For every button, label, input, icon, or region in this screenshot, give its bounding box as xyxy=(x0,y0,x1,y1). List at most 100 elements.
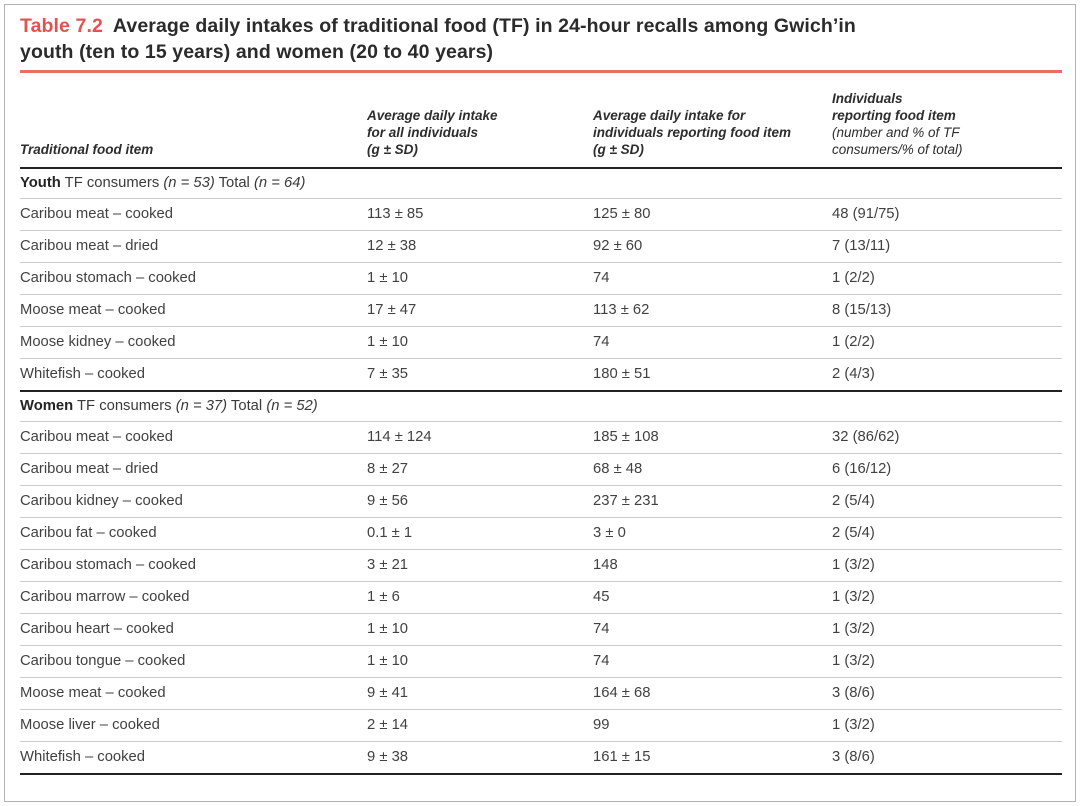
intake-reporting-cell: 148 xyxy=(593,549,832,582)
col-header-individuals-reporting: Individuals reporting food item (number … xyxy=(832,91,963,157)
section-label-n1: (n = 53) xyxy=(163,175,215,191)
col-header-avg-intake-all: Average daily intake for all individuals… xyxy=(367,108,498,157)
table-number-label: Table 7.2 xyxy=(20,15,103,37)
individuals-reporting-cell: 1 (3/2) xyxy=(832,645,1062,678)
intake-data-table: Traditional food item Average daily inta… xyxy=(20,90,1062,775)
table-row: Whitefish – cooked 9 ± 38 161 ± 15 3 (8/6) xyxy=(20,741,1062,775)
intake-reporting-cell: 74 xyxy=(593,326,832,359)
intake-all-individuals-cell: 113 ± 85 xyxy=(367,198,593,231)
food-item-cell: Moose liver – cooked xyxy=(20,709,367,742)
section-label-label_bold: Youth xyxy=(20,175,61,191)
table-title-line2: youth (ten to 15 years) and women (20 to… xyxy=(20,41,494,63)
col-header-avg-intake-reporting: Average daily intake for individuals rep… xyxy=(593,108,792,157)
intake-reporting-cell: 99 xyxy=(593,709,832,742)
food-item-cell: Caribou tongue – cooked xyxy=(20,645,367,678)
section-label-label_bold: Women xyxy=(20,398,74,414)
intake-reporting-cell: 125 ± 80 xyxy=(593,198,832,231)
food-item-cell: Caribou kidney – cooked xyxy=(20,485,367,518)
food-item-cell: Caribou stomach – cooked xyxy=(20,262,367,295)
intake-all-individuals-cell: 0.1 ± 1 xyxy=(367,517,593,550)
page-frame-border xyxy=(4,4,1076,802)
section-label-n1: (n = 37) xyxy=(175,398,228,414)
section-label-n2: (n = 64) xyxy=(253,175,306,191)
intake-all-individuals-cell: 114 ± 124 xyxy=(367,421,593,454)
table-row: Caribou marrow – cooked 1 ± 6 45 1 (3/2) xyxy=(20,581,1062,614)
table-title-line1: Average daily intakes of traditional foo… xyxy=(112,15,856,37)
individuals-reporting-cell: 1 (3/2) xyxy=(832,709,1062,742)
table-header: Traditional food item Average daily inta… xyxy=(20,90,1062,168)
food-item-cell: Caribou meat – cooked xyxy=(20,421,367,454)
individuals-reporting-cell: 3 (8/6) xyxy=(832,677,1062,710)
table-row: Moose meat – cooked 9 ± 41 164 ± 68 3 (8/6) xyxy=(20,677,1062,710)
individuals-reporting-cell: 1 (3/2) xyxy=(832,549,1062,582)
intake-reporting-cell: 185 ± 108 xyxy=(593,421,832,454)
individuals-reporting-cell: 3 (8/6) xyxy=(832,741,1062,775)
intake-reporting-cell: 92 ± 60 xyxy=(593,230,832,263)
food-item-cell: Caribou meat – dried xyxy=(20,453,367,486)
table-body: Youth TF consumers (n = 53) Total (n = 6… xyxy=(20,167,1062,775)
table-row: Caribou kidney – cooked 9 ± 56 237 ± 231 2 … xyxy=(20,485,1062,518)
food-item-cell: Whitefish – cooked xyxy=(20,741,367,775)
table-row: Caribou meat – cooked 114 ± 124 185 ± 108 3… xyxy=(20,421,1062,454)
intake-all-individuals-cell: 12 ± 38 xyxy=(367,230,593,263)
food-item-cell: Caribou stomach – cooked xyxy=(20,549,367,582)
section-label-label_mid: Total xyxy=(227,398,267,414)
intake-reporting-cell: 3 ± 0 xyxy=(593,517,832,550)
intake-all-individuals-cell: 9 ± 56 xyxy=(367,485,593,518)
intake-all-individuals-cell: 17 ± 47 xyxy=(367,294,593,327)
table-row: Caribou meat – cooked 113 ± 85 125 ± 80 48 … xyxy=(20,198,1062,231)
intake-all-individuals-cell: 1 ± 10 xyxy=(367,262,593,295)
intake-reporting-cell: 113 ± 62 xyxy=(593,294,832,327)
table-row: Caribou heart – cooked 1 ± 10 74 1 (3/2) xyxy=(20,613,1062,646)
section-header-cell: Youth TF consumers (n = 53) Total (n = 6… xyxy=(20,167,1062,199)
page-content: Table 7.2 Average daily intakes of tradit… xyxy=(20,13,1062,775)
intake-all-individuals-cell: 1 ± 6 xyxy=(367,581,593,614)
table-row: Whitefish – cooked 7 ± 35 180 ± 51 2 (4/3) xyxy=(20,358,1062,391)
col-header-traditional-food-item: Traditional food item xyxy=(20,142,154,157)
table-row: Caribou meat – dried 8 ± 27 68 ± 48 6 (16/1… xyxy=(20,453,1062,486)
title-divider-rule xyxy=(20,70,1062,73)
intake-reporting-cell: 237 ± 231 xyxy=(593,485,832,518)
table-row: Moose liver – cooked 2 ± 14 99 1 (3/2) xyxy=(20,709,1062,742)
intake-reporting-cell: 74 xyxy=(593,262,832,295)
intake-all-individuals-cell: 1 ± 10 xyxy=(367,326,593,359)
food-item-cell: Caribou heart – cooked xyxy=(20,613,367,646)
section-header-cell: Women TF consumers (n = 37) Total (n = 5… xyxy=(20,390,1062,422)
individuals-reporting-cell: 2 (5/4) xyxy=(832,485,1062,518)
food-item-cell: Moose kidney – cooked xyxy=(20,326,367,359)
intake-reporting-cell: 180 ± 51 xyxy=(593,358,832,391)
food-item-cell: Moose meat – cooked xyxy=(20,294,367,327)
food-item-cell: Caribou fat – cooked xyxy=(20,517,367,550)
food-item-cell: Whitefish – cooked xyxy=(20,358,367,391)
individuals-reporting-cell: 8 (15/13) xyxy=(832,294,1062,327)
table-row: Moose kidney – cooked 1 ± 10 74 1 (2/2) xyxy=(20,326,1062,359)
table-title: Table 7.2 Average daily intakes of tradit… xyxy=(20,13,1062,65)
intake-all-individuals-cell: 1 ± 10 xyxy=(367,645,593,678)
food-item-cell: Caribou marrow – cooked xyxy=(20,581,367,614)
individuals-reporting-cell: 1 (3/2) xyxy=(832,613,1062,646)
individuals-reporting-cell: 7 (13/11) xyxy=(832,230,1062,263)
section-header-row: Women TF consumers (n = 37) Total (n = 5… xyxy=(20,390,1062,422)
intake-reporting-cell: 68 ± 48 xyxy=(593,453,832,486)
table-row: Moose meat – cooked 17 ± 47 113 ± 62 8 (15/… xyxy=(20,294,1062,327)
intake-all-individuals-cell: 3 ± 21 xyxy=(367,549,593,582)
table-row: Caribou meat – dried 12 ± 38 92 ± 60 7 (13/… xyxy=(20,230,1062,263)
intake-reporting-cell: 74 xyxy=(593,613,832,646)
section-label-label_rest: TF consumers xyxy=(60,175,164,191)
intake-reporting-cell: 161 ± 15 xyxy=(593,741,832,775)
section-label-label_mid: Total xyxy=(214,175,254,191)
section-label-label_rest: TF consumers xyxy=(73,398,176,414)
intake-reporting-cell: 45 xyxy=(593,581,832,614)
food-item-cell: Caribou meat – dried xyxy=(20,230,367,263)
intake-all-individuals-cell: 1 ± 10 xyxy=(367,613,593,646)
intake-all-individuals-cell: 9 ± 38 xyxy=(367,741,593,775)
intake-reporting-cell: 164 ± 68 xyxy=(593,677,832,710)
individuals-reporting-cell: 32 (86/62) xyxy=(832,421,1062,454)
individuals-reporting-cell: 2 (4/3) xyxy=(832,358,1062,391)
intake-all-individuals-cell: 8 ± 27 xyxy=(367,453,593,486)
table-row: Caribou tongue – cooked 1 ± 10 74 1 (3/2) xyxy=(20,645,1062,678)
food-item-cell: Caribou meat – cooked xyxy=(20,198,367,231)
intake-all-individuals-cell: 7 ± 35 xyxy=(367,358,593,391)
